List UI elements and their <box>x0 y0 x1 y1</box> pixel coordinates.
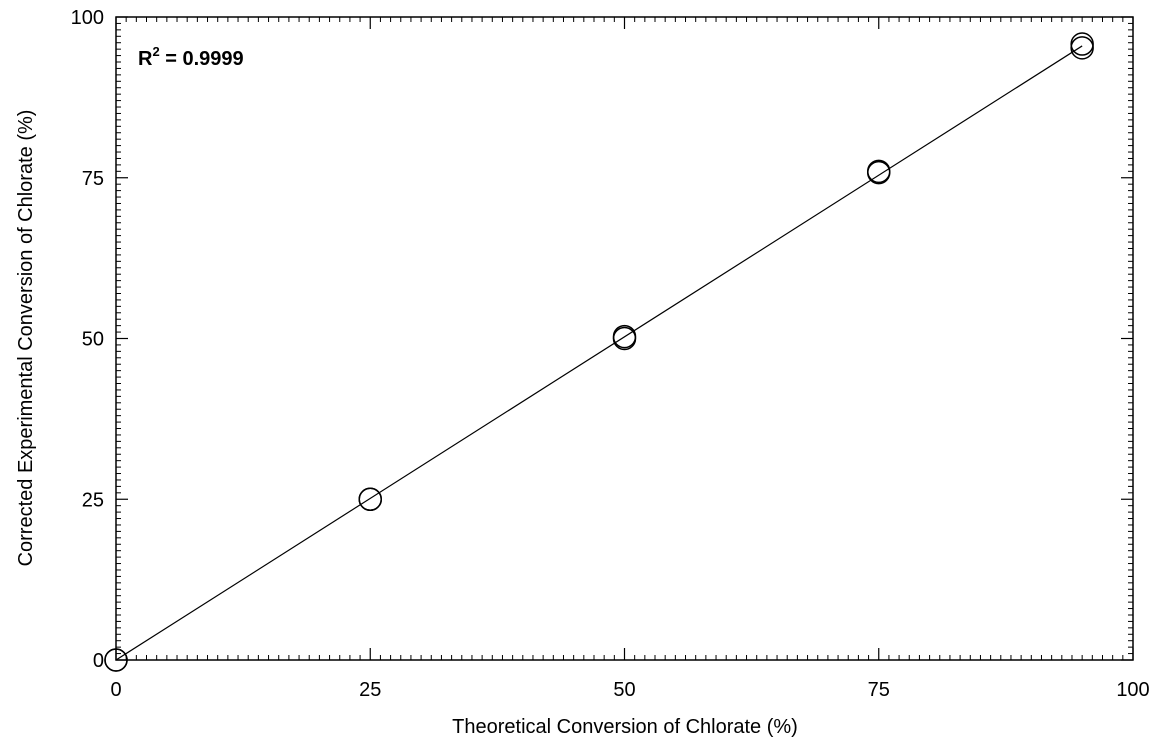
x-tick-label: 0 <box>110 679 121 701</box>
x-tick-labels: 0 25 50 75 100 <box>110 679 1149 701</box>
x-tick-label: 100 <box>1116 679 1149 701</box>
r-squared-superscript: 2 <box>152 44 159 59</box>
data-point <box>612 324 637 349</box>
plot-frame <box>115 16 1134 661</box>
data-point <box>1070 32 1094 56</box>
y-tick-label: 25 <box>82 489 104 511</box>
y-tick-label: 0 <box>93 650 104 672</box>
y-axis-title: Corrected Experimental Conversion of Chl… <box>15 110 37 567</box>
y-tick-label: 50 <box>82 329 104 351</box>
y-tick-labels: 0 25 50 75 100 <box>71 7 104 672</box>
x-tick-label: 75 <box>868 679 890 701</box>
y-tick-label: 100 <box>71 7 104 29</box>
r-squared-base: R <box>138 48 153 70</box>
r-squared-annotation: R2 = 0.9999 <box>138 44 244 70</box>
data-point <box>612 326 637 351</box>
data-point <box>867 159 891 184</box>
x-axis-title: Theoretical Conversion of Chlorate (%) <box>452 716 798 738</box>
data-points <box>104 32 1094 672</box>
data-point <box>867 160 891 185</box>
r-squared-value: = 0.9999 <box>160 48 244 70</box>
fit-line <box>115 45 1083 661</box>
x-tick-label: 50 <box>613 679 635 701</box>
data-point <box>104 648 128 672</box>
x-tick-label: 25 <box>359 679 381 701</box>
y-tick-label: 75 <box>82 168 104 190</box>
minor-ticks <box>116 17 1133 660</box>
data-point <box>358 487 382 511</box>
